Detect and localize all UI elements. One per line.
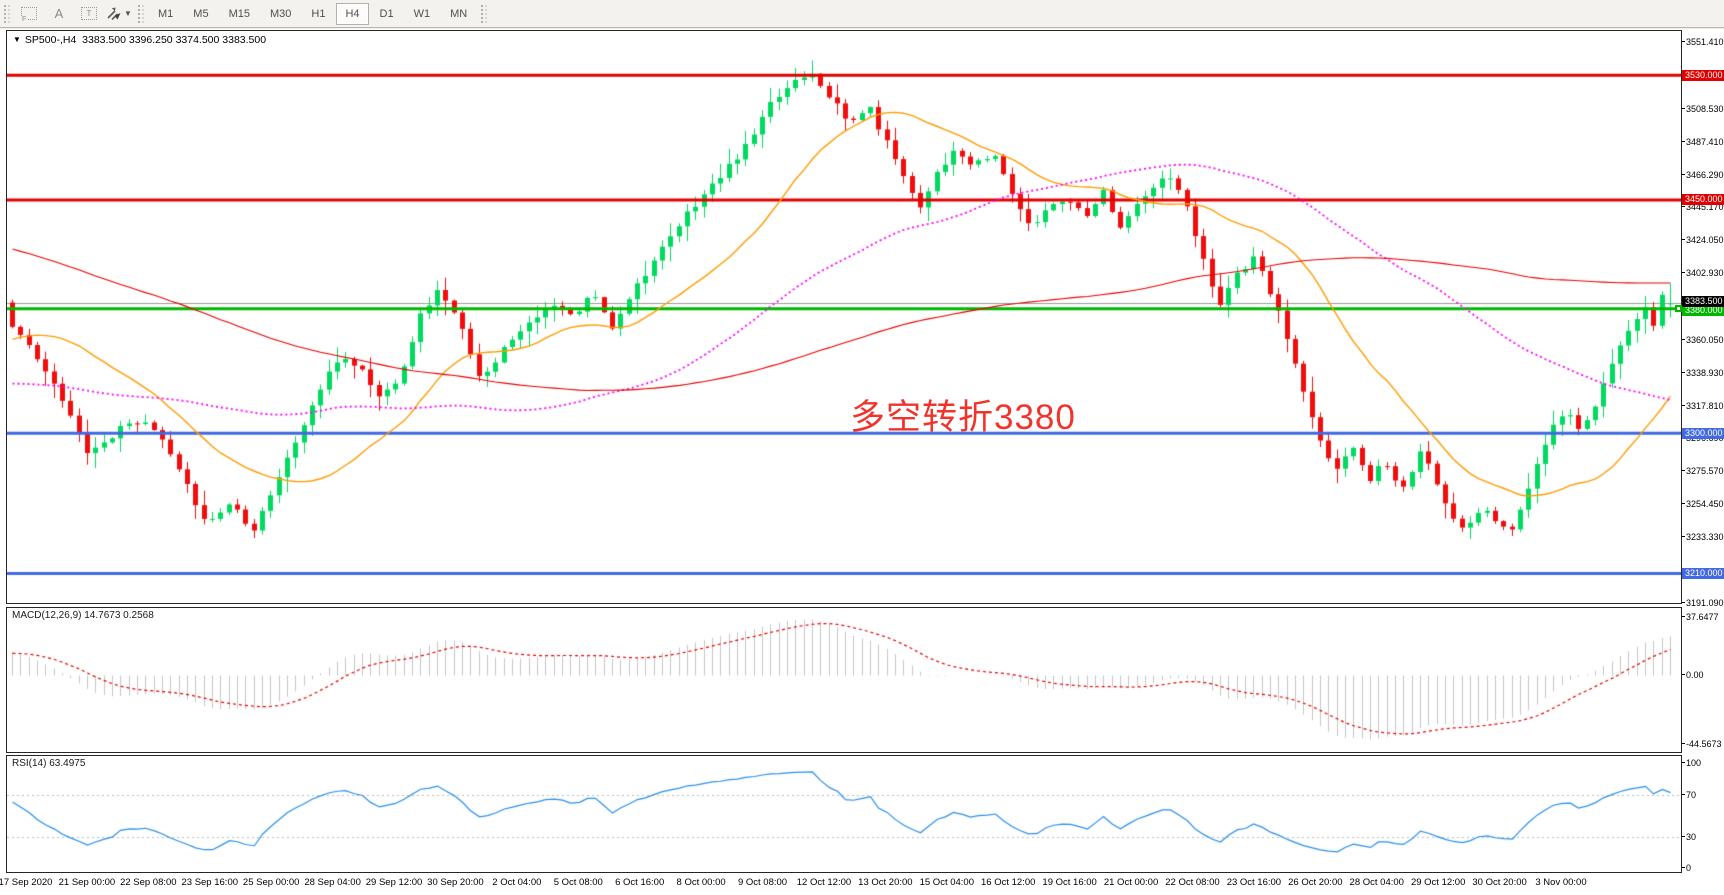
date-label: 28 Oct 04:00 xyxy=(1349,877,1404,888)
date-label: 19 Oct 16:00 xyxy=(1042,877,1097,888)
price-tick: 3275.570 xyxy=(1682,466,1724,477)
hline-price-label: 3450.000 xyxy=(1682,194,1724,206)
timeframe-button-h1[interactable]: H1 xyxy=(311,7,326,20)
chart-window: ▼ SP500-,H4 3383.500 3396.250 3374.500 33… xyxy=(0,29,1724,895)
quote-dropdown-icon[interactable]: ▼ xyxy=(13,35,21,44)
rsi-label: RSI(14) 63.4975 xyxy=(12,758,86,769)
timeframe-button-m15[interactable]: M15 xyxy=(228,7,250,20)
timeframe-button-m30[interactable]: M30 xyxy=(269,7,292,20)
timeframe-button-m5[interactable]: M5 xyxy=(193,7,209,20)
hline-price-label: 3300.000 xyxy=(1682,427,1724,439)
grid-icon: F xyxy=(21,7,37,23)
letter-a-icon: A xyxy=(54,6,64,21)
price-tick: 3402.930 xyxy=(1682,268,1724,279)
text-box-tool-button[interactable]: T xyxy=(76,3,102,25)
date-label: 30 Oct 20:00 xyxy=(1472,877,1527,888)
hline-price-label: 3530.000 xyxy=(1682,69,1724,81)
timeframe-button-h4[interactable]: H4 xyxy=(336,2,369,25)
date-label: 2 Oct 04:00 xyxy=(492,877,542,888)
chart-title: ▼ SP500-,H4 3383.500 3396.250 3374.500 33… xyxy=(13,34,266,46)
toolbar-grip[interactable] xyxy=(4,4,10,23)
text-label-tool-button[interactable]: A xyxy=(46,3,72,25)
price-tick: 3508.530 xyxy=(1682,103,1724,114)
line-anchor-marker[interactable] xyxy=(1675,305,1682,313)
date-label: 16 Oct 12:00 xyxy=(981,877,1036,888)
date-label: 6 Oct 16:00 xyxy=(615,877,665,888)
toolbar-grip[interactable] xyxy=(481,4,488,23)
rsi-panel: RSI(14) 63.4975 xyxy=(6,755,1682,873)
rsi-tick: 100 xyxy=(1681,758,1702,769)
price-tick: 3191.090 xyxy=(1682,597,1724,608)
macd-canvas[interactable] xyxy=(7,608,1681,752)
date-label: 23 Sep 16:00 xyxy=(181,877,239,888)
date-label: 22 Sep 08:00 xyxy=(120,877,177,888)
date-label: 8 Oct 00:00 xyxy=(676,877,726,888)
date-label: 29 Sep 12:00 xyxy=(365,877,423,888)
price-tick: 3233.330 xyxy=(1682,532,1724,543)
price-tick: 3466.290 xyxy=(1682,169,1724,180)
price-panel: ▼ SP500-,H4 3383.500 3396.250 3374.500 33… xyxy=(6,30,1682,604)
macd-tick: 0.00 xyxy=(1682,670,1704,681)
price-tick: 3445.170 xyxy=(1682,202,1724,213)
timeframe-button-m1[interactable]: M1 xyxy=(158,7,174,20)
macd-tick: -44.5673 xyxy=(1682,738,1722,749)
arrows-tool-button[interactable]: ▼ xyxy=(106,3,132,25)
date-label: 30 Sep 20:00 xyxy=(427,877,484,888)
rsi-tick: 30 xyxy=(1681,831,1697,842)
fractal-grid-icon[interactable]: F xyxy=(16,3,42,25)
price-tick: 3487.410 xyxy=(1682,136,1724,147)
macd-label: MACD(12,26,9) 14.7673 0.2568 xyxy=(12,610,154,621)
timeframe-button-mn[interactable]: MN xyxy=(450,7,468,20)
date-label: 26 Oct 20:00 xyxy=(1288,877,1343,888)
date-label: 21 Oct 00:00 xyxy=(1103,877,1159,888)
timeframe-button-d1[interactable]: D1 xyxy=(379,7,394,20)
date-label: 28 Sep 04:00 xyxy=(304,877,361,888)
price-tick: 3254.450 xyxy=(1682,499,1724,510)
timeframe-button-w1[interactable]: W1 xyxy=(413,7,431,20)
price-tick: 3360.050 xyxy=(1682,334,1724,345)
price-tick: 3551.410 xyxy=(1682,37,1724,48)
date-label: 25 Sep 00:00 xyxy=(242,877,300,888)
toolbar: F A T ▼ M1 M5 M15 M30 H1 H4 D1 W1 MN xyxy=(0,0,1724,28)
text-box-icon: T xyxy=(81,7,97,20)
price-tick: 3338.930 xyxy=(1682,367,1724,378)
hline-price-label: 3210.000 xyxy=(1682,567,1724,579)
price-tick: 3317.810 xyxy=(1682,400,1724,411)
date-label: 29 Oct 12:00 xyxy=(1410,877,1466,888)
date-label: 13 Oct 20:00 xyxy=(858,877,913,888)
price-chart-canvas[interactable] xyxy=(7,31,1681,603)
bid-price-label: 3383.500 xyxy=(1682,295,1724,307)
ohlc-readout: 3383.500 3396.250 3374.500 3383.500 xyxy=(82,34,267,46)
price-axis[interactable]: 3551.410 3508.530 3487.410 3466.290 3445.170… xyxy=(1675,29,1724,874)
date-label: 17 Sep 2020 xyxy=(0,877,53,888)
macd-panel: MACD(12,26,9) 14.7673 0.2568 xyxy=(6,607,1682,753)
date-label: 5 Oct 08:00 xyxy=(553,877,603,888)
rsi-tick: 70 xyxy=(1681,789,1697,800)
rsi-tick: 0 xyxy=(1681,863,1692,873)
date-label: 23 Oct 16:00 xyxy=(1226,877,1282,888)
rsi-canvas[interactable] xyxy=(7,756,1681,872)
date-label: 3 Nov 00:00 xyxy=(1535,877,1587,888)
toolbar-grip[interactable] xyxy=(138,4,144,23)
date-label: 15 Oct 04:00 xyxy=(919,877,974,888)
price-tick: 3424.050 xyxy=(1682,235,1724,246)
timeframe-group: M1 M5 M15 M30 H1 H4 D1 W1 MN xyxy=(148,2,477,25)
date-axis[interactable]: 17 Sep 2020 21 Sep 00:00 22 Sep 08:00 23 Se… xyxy=(0,874,1682,894)
chevron-down-icon: ▼ xyxy=(124,9,132,18)
symbol-period: SP500-,H4 xyxy=(24,34,77,46)
date-label: 22 Oct 08:00 xyxy=(1165,877,1220,888)
arrows-icon xyxy=(107,7,121,20)
text-annotation[interactable]: 多空转折3380 xyxy=(850,398,1076,437)
hline-price-label: 3380.000 xyxy=(1682,305,1724,317)
date-label: 9 Oct 08:00 xyxy=(737,877,788,888)
date-label: 21 Sep 00:00 xyxy=(58,877,116,888)
date-label: 12 Oct 12:00 xyxy=(796,877,852,888)
macd-tick: 37.6477 xyxy=(1682,612,1719,623)
